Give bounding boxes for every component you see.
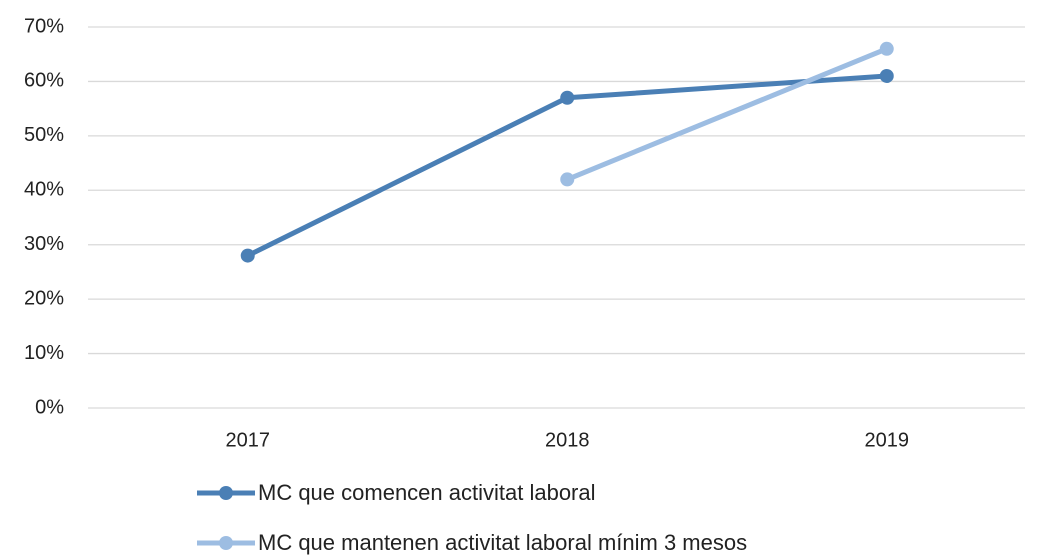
y-tick-label: 30%	[24, 233, 64, 255]
y-tick-label: 60%	[24, 70, 64, 92]
x-tick-label: 2017	[226, 429, 271, 451]
series-marker	[240, 248, 255, 263]
series-marker	[560, 172, 575, 187]
x-tick-label: 2018	[545, 429, 590, 451]
y-tick-label: 70%	[24, 15, 64, 37]
legend-swatch-marker	[219, 486, 233, 500]
x-tick-label: 2019	[865, 429, 910, 451]
legend-swatch-marker	[219, 536, 233, 550]
legend-label: MC que comencen activitat laboral	[258, 480, 596, 505]
legend-label: MC que mantenen activitat laboral mínim …	[258, 530, 747, 555]
y-tick-label: 50%	[24, 124, 64, 146]
y-tick-label: 20%	[24, 287, 64, 309]
series-marker	[560, 90, 575, 105]
series-line	[566, 46, 888, 182]
y-tick-label: 10%	[24, 342, 64, 364]
y-tick-label: 0%	[35, 396, 64, 418]
series-marker	[879, 41, 894, 56]
series-marker	[879, 68, 894, 83]
y-tick-label: 40%	[24, 179, 64, 201]
